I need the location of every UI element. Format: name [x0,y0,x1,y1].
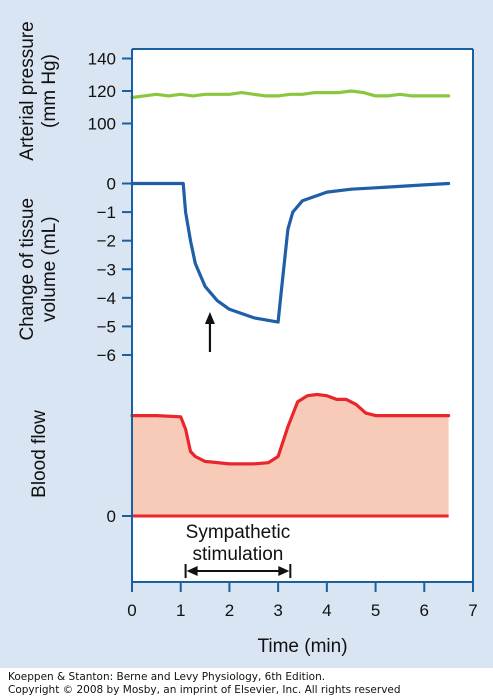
tissue-volume-series-line [130,181,451,324]
xtick-label: 3 [273,601,282,620]
blood-flow-ylabel: Blood flow [29,410,50,498]
event-arrow-head [204,312,215,324]
arterial-pressure-ylabel-line: (mm Hg) [39,54,60,128]
blood-flow-area [132,394,449,516]
tissue-volume-ytick-label: −4 [97,289,116,308]
stimulation-label-line: Sympathetic [186,522,291,543]
arterial-pressure-series-line [130,89,451,100]
arterial-pressure-ylabel: Arterial pressure(mm Hg) [17,21,60,160]
blood-flow-ytick-label: 0 [107,507,116,526]
tissue-volume-ytick-label: −3 [97,260,116,279]
arterial-pressure-ytick-label: 100 [88,115,116,134]
xtick-label: 0 [127,601,136,620]
tissue-volume-ylabel-line: Change of tissue [17,198,38,341]
xtick-label: 2 [225,601,234,620]
arterial-pressure-ytick-label: 120 [88,82,116,101]
xtick-label: 7 [468,601,477,620]
credit-line-1: Koeppen & Stanton: Berne and Levy Physio… [8,671,326,683]
stimulation-range-left-head [186,566,198,576]
stimulation-range-right-head [278,566,290,576]
xtick-label: 5 [371,601,380,620]
blood-flow-series-line [130,392,451,466]
credit-text: Koeppen & Stanton: Berne and Levy Physio… [8,671,401,697]
xtick-label: 4 [322,601,331,620]
credit-line-2: Copyright © 2008 by Mosby, an imprint of… [8,684,401,696]
stimulation-label-line: stimulation [193,544,284,565]
xtick-label: 1 [176,601,185,620]
arterial-pressure-ylabel-line: Arterial pressure [17,21,38,160]
figure-panel: 100 120 140 0 −1 −2 −3 −4 −5 −6 0 0 1 2 3 4 5 6 7 Arterial… [0,0,493,668]
tissue-volume-ytick-label: −5 [97,317,116,336]
arterial-pressure-ytick-label: 140 [88,50,116,69]
tissue-volume-ylabel-line: volume (mL) [39,216,60,322]
xtick-label: 6 [420,601,429,620]
blood-flow-ylabel-line: Blood flow [29,410,50,498]
tissue-volume-ytick-label: 0 [107,175,116,194]
tissue-volume-ytick-label: −1 [97,203,116,222]
physiology-chart: 100 120 140 0 −1 −2 −3 −4 −5 −6 0 0 1 2 3 4 5 6 7 Arterial… [17,21,478,657]
tissue-volume-ytick-label: −2 [97,232,116,251]
x-axis-label: Time (min) [257,636,347,657]
tissue-volume-ylabel: Change of tissuevolume (mL) [17,198,60,341]
tissue-volume-ytick-label: −6 [97,346,116,365]
